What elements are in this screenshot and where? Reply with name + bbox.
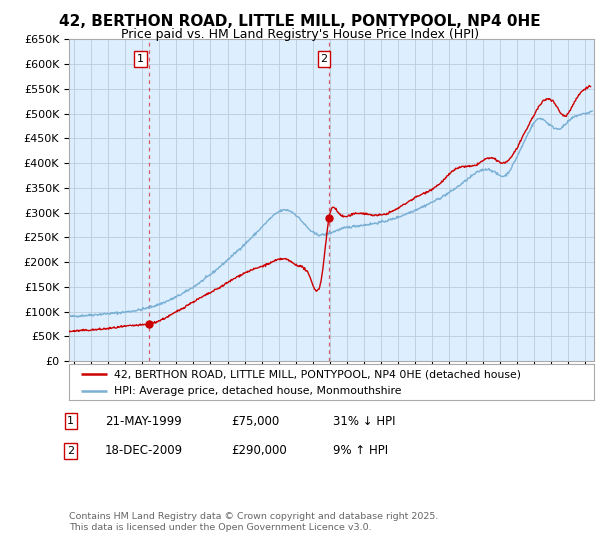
Text: 21-MAY-1999: 21-MAY-1999	[105, 414, 182, 428]
Text: 2: 2	[320, 54, 328, 64]
Text: £290,000: £290,000	[231, 444, 287, 458]
Text: 2: 2	[67, 446, 74, 456]
Text: 9% ↑ HPI: 9% ↑ HPI	[333, 444, 388, 458]
Text: HPI: Average price, detached house, Monmouthshire: HPI: Average price, detached house, Monm…	[113, 386, 401, 396]
Text: 42, BERTHON ROAD, LITTLE MILL, PONTYPOOL, NP4 0HE (detached house): 42, BERTHON ROAD, LITTLE MILL, PONTYPOOL…	[113, 369, 521, 379]
Text: 42, BERTHON ROAD, LITTLE MILL, PONTYPOOL, NP4 0HE: 42, BERTHON ROAD, LITTLE MILL, PONTYPOOL…	[59, 14, 541, 29]
Text: £75,000: £75,000	[231, 414, 279, 428]
Text: 18-DEC-2009: 18-DEC-2009	[105, 444, 183, 458]
Text: Contains HM Land Registry data © Crown copyright and database right 2025.
This d: Contains HM Land Registry data © Crown c…	[69, 512, 439, 532]
Text: Price paid vs. HM Land Registry's House Price Index (HPI): Price paid vs. HM Land Registry's House …	[121, 28, 479, 41]
Text: 1: 1	[67, 416, 74, 426]
Text: 1: 1	[137, 54, 144, 64]
Text: 31% ↓ HPI: 31% ↓ HPI	[333, 414, 395, 428]
